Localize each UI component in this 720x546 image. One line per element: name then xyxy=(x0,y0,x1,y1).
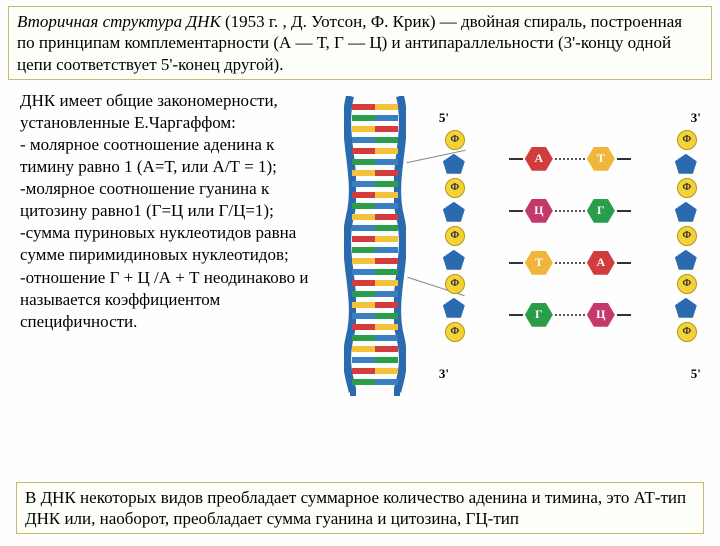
base-right: Ц xyxy=(587,303,615,327)
helix-rung xyxy=(352,324,398,330)
base-right: Г xyxy=(587,199,615,223)
phosphate-icon: Ф xyxy=(677,322,697,342)
backbone-right: Ф Ф Ф Ф Ф xyxy=(675,126,697,366)
base-left: Ц xyxy=(525,199,553,223)
hydrogen-bond xyxy=(555,262,585,264)
helix-rung xyxy=(352,368,398,374)
helix-rung xyxy=(352,269,398,275)
helix-rung xyxy=(352,346,398,352)
middle-row: ДНК имеет общие закономерности, установл… xyxy=(8,86,712,396)
helix-rung xyxy=(352,236,398,242)
hydrogen-bond xyxy=(555,158,585,160)
prime-bl: 3' xyxy=(439,366,449,382)
pentose-icon xyxy=(443,250,465,270)
helix-rung xyxy=(352,302,398,308)
helix-rung xyxy=(352,170,398,176)
body-b2: -молярное соотношение гуанина к цитозину… xyxy=(20,178,312,222)
phosphate-icon: Ф xyxy=(445,178,465,198)
pentose-icon xyxy=(675,298,697,318)
phosphate-icon: Ф xyxy=(677,274,697,294)
helix-rung xyxy=(352,291,398,297)
body-b4: -отношение Г + Ц /А + Т неодинаково и на… xyxy=(20,267,312,333)
body-p1: ДНК имеет общие закономерности, установл… xyxy=(20,90,312,134)
helix-rung xyxy=(352,258,398,264)
helix-rung xyxy=(352,115,398,121)
helix-rung xyxy=(352,225,398,231)
backbone-left: Ф Ф Ф Ф Ф xyxy=(443,126,465,366)
pentose-icon xyxy=(675,250,697,270)
helix-rung xyxy=(352,192,398,198)
helix-rung xyxy=(352,280,398,286)
phosphate-icon: Ф xyxy=(677,130,697,150)
phosphate-icon: Ф xyxy=(445,322,465,342)
hydrogen-bond xyxy=(555,210,585,212)
pentose-icon xyxy=(675,202,697,222)
footer-box: В ДНК некоторых видов преобладает суммар… xyxy=(16,482,704,535)
helix-rung xyxy=(352,104,398,110)
helix-rung xyxy=(352,214,398,220)
helix-rung xyxy=(352,313,398,319)
body-b3: -сумма пуриновых нуклеотидов равна сумме… xyxy=(20,222,312,266)
prime-br: 5' xyxy=(691,366,701,382)
helix-rung xyxy=(352,137,398,143)
footer-text: В ДНК некоторых видов преобладает суммар… xyxy=(25,488,686,528)
base-right: А xyxy=(587,251,615,275)
base-pair-row: АТ xyxy=(469,146,671,172)
body-text: ДНК имеет общие закономерности, установл… xyxy=(8,86,316,396)
helix-rung xyxy=(352,335,398,341)
base-pair-row: ГЦ xyxy=(469,302,671,328)
base-pair-schema: 5' 3' 3' 5' ФФФФФ ФФФФФ АТЦГТАГЦ xyxy=(435,116,705,376)
helix-rung xyxy=(352,126,398,132)
header-title-italic: Вторичная структура ДНК xyxy=(17,12,221,31)
pentose-icon xyxy=(443,154,465,174)
schema-column: 5' 3' 3' 5' ФФФФФ ФФФФФ АТЦГТАГЦ xyxy=(435,86,712,396)
helix-rung xyxy=(352,247,398,253)
pentose-icon xyxy=(443,202,465,222)
pentose-icon xyxy=(675,154,697,174)
phosphate-icon: Ф xyxy=(677,178,697,198)
helix-rung xyxy=(352,159,398,165)
helix-rung xyxy=(352,357,398,363)
phosphate-icon: Ф xyxy=(445,130,465,150)
base-pair-row: ЦГ xyxy=(469,198,671,224)
dna-helix xyxy=(340,96,410,396)
phosphate-icon: Ф xyxy=(445,274,465,294)
helix-rung xyxy=(352,148,398,154)
hydrogen-bond xyxy=(555,314,585,316)
base-left: Т xyxy=(525,251,553,275)
base-right: Т xyxy=(587,147,615,171)
helix-rung xyxy=(352,203,398,209)
base-left: Г xyxy=(525,303,553,327)
helix-rung xyxy=(352,379,398,385)
header-box: Вторичная структура ДНК (1953 г. , Д. Уо… xyxy=(8,6,712,80)
pentose-icon xyxy=(443,298,465,318)
phosphate-icon: Ф xyxy=(677,226,697,246)
helix-column xyxy=(316,86,435,396)
base-pair-row: ТА xyxy=(469,250,671,276)
base-left: А xyxy=(525,147,553,171)
helix-rung xyxy=(352,181,398,187)
prime-tr: 3' xyxy=(691,110,701,126)
prime-tl: 5' xyxy=(439,110,449,126)
phosphate-icon: Ф xyxy=(445,226,465,246)
body-b1: - молярное соотношение аденина к тимину … xyxy=(20,134,312,178)
